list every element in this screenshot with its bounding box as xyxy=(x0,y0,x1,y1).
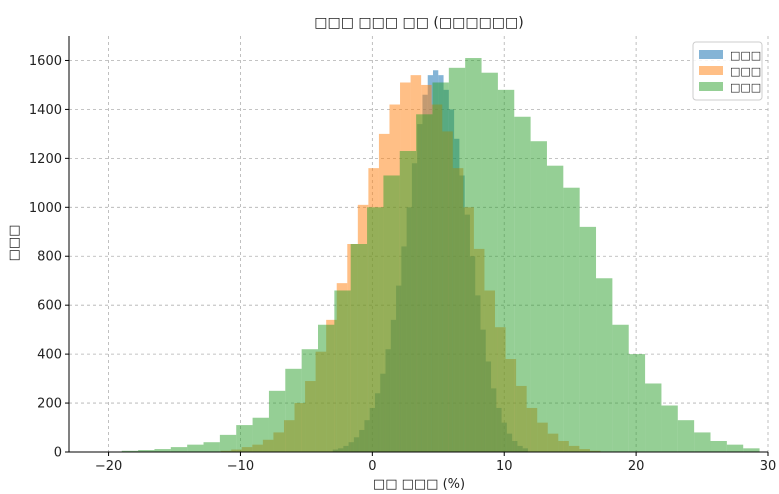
legend-label: □□□ xyxy=(730,49,761,62)
histogram-bar xyxy=(694,432,711,452)
histogram-bar xyxy=(399,151,417,452)
histogram-bar xyxy=(383,175,400,452)
histogram-bar xyxy=(743,448,760,452)
histogram-bar xyxy=(661,405,678,452)
histogram-bar xyxy=(563,187,580,452)
histogram-bar xyxy=(628,354,646,452)
histogram-bar xyxy=(121,450,139,452)
y-tick-label: 0 xyxy=(54,446,62,461)
histogram-bar xyxy=(236,425,253,452)
histogram-bar xyxy=(514,116,531,453)
tick-labels: −20 −10 0 10 20 30 0 200 400 600 800 1000 1200 1400 16… xyxy=(29,54,776,474)
histogram-bar xyxy=(301,349,319,452)
histogram-bar xyxy=(546,165,564,452)
x-axis-label: □□ □□□ (%) xyxy=(373,477,465,492)
histogram-bar xyxy=(187,444,204,452)
x-tick-label: −10 xyxy=(227,459,254,474)
legend-swatch xyxy=(699,50,723,59)
y-axis-label: □□□ xyxy=(7,225,22,262)
y-tick-label: 600 xyxy=(37,299,62,314)
histogram-bar xyxy=(219,434,237,452)
x-tick-label: −20 xyxy=(95,459,122,474)
histogram-bar xyxy=(497,89,515,452)
histogram-bar xyxy=(268,390,286,452)
x-tick-label: 30 xyxy=(760,459,777,474)
histogram-bar xyxy=(334,290,351,452)
histogram-bar xyxy=(710,440,727,452)
y-tick-label: 1600 xyxy=(29,54,62,69)
y-tick-label: 1400 xyxy=(29,103,62,118)
histogram-bar xyxy=(203,442,220,452)
histogram-bars xyxy=(121,58,760,453)
histogram-bar xyxy=(416,114,433,453)
histogram-bar xyxy=(432,82,449,453)
histogram-bar xyxy=(367,207,384,452)
axes xyxy=(68,36,768,453)
legend-label: □□□ xyxy=(730,81,761,94)
histogram-bar xyxy=(612,324,629,452)
histogram-bar xyxy=(350,244,368,452)
series-3-bars xyxy=(121,58,760,453)
histogram-bar xyxy=(252,417,269,452)
x-tick-label: 20 xyxy=(628,459,645,474)
y-tick-label: 800 xyxy=(37,250,62,265)
histogram-bar xyxy=(170,447,188,452)
histogram-bar xyxy=(677,420,695,452)
y-tick-label: 200 xyxy=(37,397,62,412)
histogram-bar xyxy=(465,58,482,452)
histogram-bar xyxy=(154,449,171,452)
histogram-bar xyxy=(481,72,498,453)
x-tick-label: 0 xyxy=(368,459,376,474)
legend-swatch xyxy=(699,82,723,91)
y-tick-label: 400 xyxy=(37,348,62,363)
histogram-bar xyxy=(596,278,613,452)
histogram-bar xyxy=(448,67,466,452)
y-tick-label: 1000 xyxy=(29,201,62,216)
legend-swatch xyxy=(699,66,723,75)
histogram-bar xyxy=(285,368,302,452)
legend-label: □□□ xyxy=(730,65,761,78)
histogram-bar xyxy=(530,141,547,453)
legend: □□□ □□□ □□□ xyxy=(692,41,763,101)
x-tick-label: 10 xyxy=(496,459,513,474)
histogram-bar xyxy=(726,444,744,452)
chart-title: □□□ □□□ □□ (□□□□□□) xyxy=(314,15,523,31)
histogram-bar xyxy=(318,324,335,452)
histogram-bar xyxy=(579,226,597,452)
histogram-bar xyxy=(138,450,155,452)
histogram-bar xyxy=(645,383,662,452)
y-tick-label: 1200 xyxy=(29,152,62,167)
